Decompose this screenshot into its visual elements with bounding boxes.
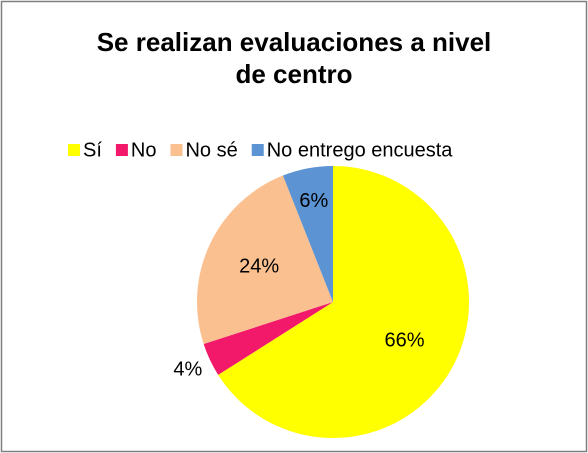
pie-slice [196, 175, 333, 345]
data-label: 6% [299, 190, 328, 212]
chart-title: Se realizan evaluaciones a nivel de cent… [96, 27, 492, 89]
pie-slice [282, 166, 333, 302]
legend-swatch [251, 144, 264, 156]
legend-label: No sé [185, 139, 237, 161]
data-label: 24% [239, 256, 279, 278]
legend-label: Sí [83, 139, 102, 161]
data-label: 66% [384, 330, 424, 352]
legend-swatch [68, 144, 80, 156]
pie-slice [218, 166, 470, 438]
legend-swatch [170, 144, 183, 156]
legend-label: No entrego encuesta [267, 139, 454, 161]
legend-label: No [131, 139, 157, 161]
pie-slice [203, 302, 333, 375]
legend-swatch [115, 144, 128, 156]
data-label: 4% [173, 359, 202, 381]
